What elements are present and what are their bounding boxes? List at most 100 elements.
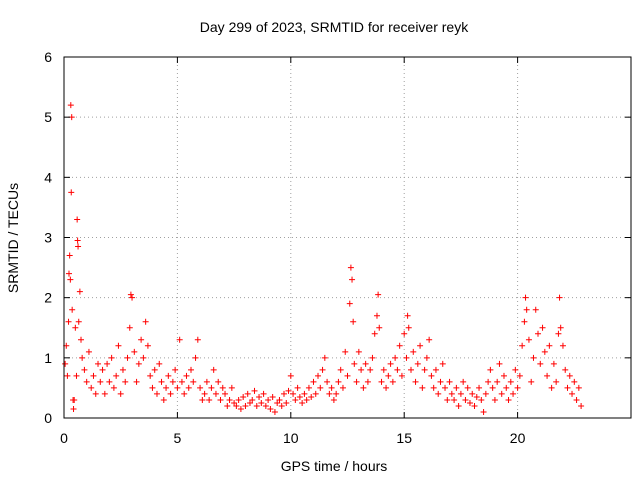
data-point	[167, 390, 174, 397]
data-point	[503, 384, 510, 391]
data-point	[404, 312, 411, 319]
data-point	[505, 396, 512, 403]
data-point	[265, 396, 272, 403]
data-point	[398, 372, 405, 379]
data-point	[244, 390, 251, 397]
data-point	[115, 342, 122, 349]
data-point	[480, 408, 487, 415]
data-point	[408, 366, 415, 373]
data-point	[178, 378, 185, 385]
data-point	[142, 318, 149, 325]
data-point	[362, 360, 369, 367]
data-point	[417, 342, 424, 349]
data-point	[389, 378, 396, 385]
data-point	[350, 318, 357, 325]
data-point	[228, 384, 235, 391]
data-point	[446, 378, 453, 385]
data-point	[442, 384, 449, 391]
x-axis-label: GPS time / hours	[281, 458, 388, 474]
data-point	[176, 336, 183, 343]
data-point	[192, 354, 199, 361]
data-point	[92, 390, 99, 397]
data-point	[95, 360, 102, 367]
data-point	[233, 402, 240, 409]
data-point	[396, 342, 403, 349]
data-point	[85, 348, 92, 355]
data-point	[392, 354, 399, 361]
data-point	[421, 366, 428, 373]
data-point	[478, 396, 485, 403]
data-point	[242, 402, 249, 409]
data-point	[414, 360, 421, 367]
data-point	[339, 384, 346, 391]
data-point	[181, 390, 188, 397]
data-point	[262, 402, 269, 409]
data-point	[510, 390, 517, 397]
data-point	[126, 324, 133, 331]
data-point	[358, 366, 365, 373]
data-point	[119, 366, 126, 373]
data-point	[104, 360, 111, 367]
data-point	[237, 405, 244, 412]
data-point	[74, 216, 81, 223]
data-point	[201, 390, 208, 397]
x-tick-label: 15	[396, 430, 412, 446]
data-point	[489, 384, 496, 391]
data-point	[412, 378, 419, 385]
data-point	[66, 252, 73, 259]
data-point	[88, 384, 95, 391]
data-point	[140, 354, 147, 361]
data-point	[169, 378, 176, 385]
data-point	[108, 354, 115, 361]
data-point	[240, 393, 247, 400]
data-point	[344, 372, 351, 379]
x-tick-label: 10	[283, 430, 299, 446]
data-point	[203, 378, 210, 385]
data-point	[539, 324, 546, 331]
data-point	[469, 390, 476, 397]
data-point	[346, 300, 353, 307]
data-point	[457, 390, 464, 397]
data-point	[351, 360, 358, 367]
data-point	[317, 384, 324, 391]
data-point	[165, 372, 172, 379]
data-point	[76, 288, 83, 295]
data-point	[283, 399, 290, 406]
data-point	[274, 399, 281, 406]
data-point	[163, 384, 170, 391]
data-point	[299, 399, 306, 406]
y-tick-label: 1	[44, 350, 52, 366]
data-point	[183, 372, 190, 379]
y-tick-label: 5	[44, 109, 52, 125]
data-point	[172, 366, 179, 373]
data-point	[578, 402, 585, 409]
data-point	[101, 390, 108, 397]
data-point	[67, 276, 74, 283]
data-point	[566, 372, 573, 379]
data-point	[455, 402, 462, 409]
data-point	[158, 378, 165, 385]
data-point	[575, 384, 582, 391]
data-point	[246, 399, 253, 406]
data-point	[516, 372, 523, 379]
data-point	[491, 396, 498, 403]
data-point	[280, 390, 287, 397]
data-point	[410, 348, 417, 355]
data-point	[385, 372, 392, 379]
y-tick-label: 6	[44, 49, 52, 65]
data-point	[553, 378, 560, 385]
data-point	[448, 390, 455, 397]
data-point	[219, 384, 226, 391]
data-point	[156, 360, 163, 367]
data-point	[564, 384, 571, 391]
data-point	[546, 342, 553, 349]
data-point	[208, 384, 215, 391]
data-point	[430, 384, 437, 391]
y-tick-label: 3	[44, 230, 52, 246]
data-point	[73, 372, 80, 379]
data-point	[326, 390, 333, 397]
data-point	[369, 354, 376, 361]
data-point	[556, 294, 563, 301]
data-point	[215, 378, 222, 385]
data-point	[64, 372, 71, 379]
